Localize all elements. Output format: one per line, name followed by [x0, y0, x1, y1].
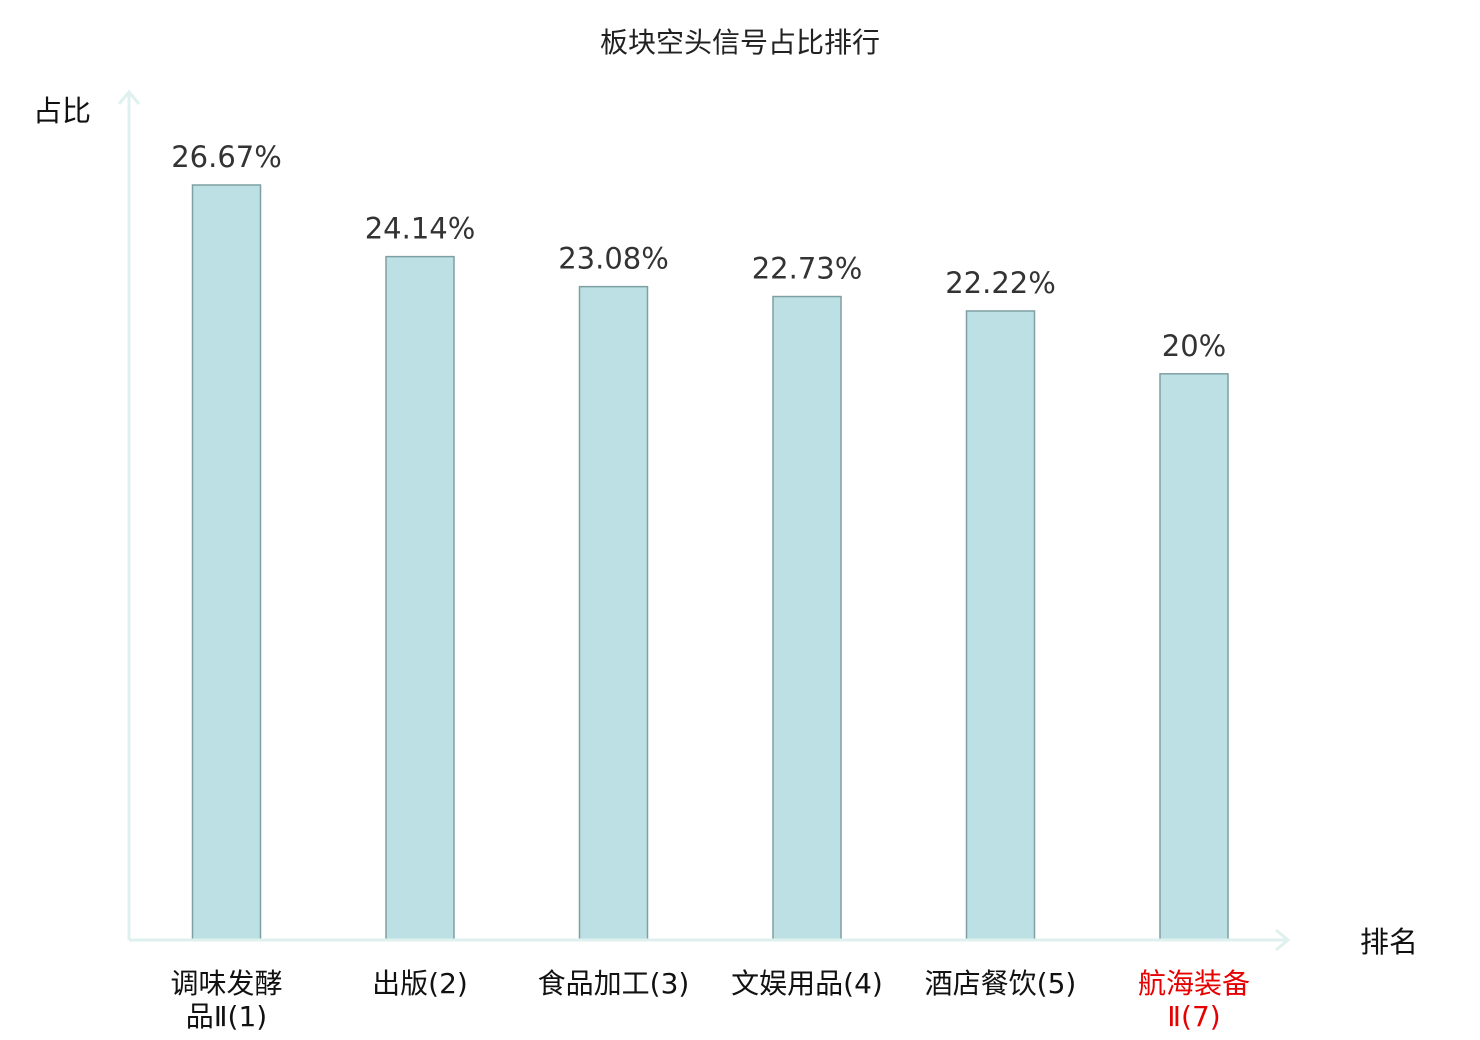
value-label-2: 24.14%	[365, 212, 476, 246]
y-axis-label: 占比	[33, 94, 91, 128]
bar-4	[772, 295, 842, 941]
category-label-1: 调味发酵	[170, 967, 282, 1000]
bar-3	[578, 285, 649, 941]
y-axis	[117, 89, 141, 940]
category-label-2: 出版(2)	[372, 967, 468, 1000]
category-label-6: 航海装备	[1138, 967, 1250, 1000]
category-label-3: 食品加工(3)	[538, 967, 690, 1000]
bar-2	[385, 255, 455, 941]
value-label-1: 26.67%	[171, 140, 282, 174]
chart-title: 板块空头信号占比排行	[600, 26, 880, 59]
category-label-1: 品Ⅱ(1)	[186, 1000, 267, 1033]
value-label-4: 22.73%	[752, 252, 863, 286]
category-label-5: 酒店餐饮(5)	[925, 967, 1077, 1000]
bar-1	[191, 184, 262, 941]
value-label-3: 23.08%	[558, 242, 669, 276]
x-axis	[129, 928, 1291, 952]
value-label-5: 22.22%	[945, 266, 1056, 300]
category-label-6: Ⅱ(7)	[1167, 1000, 1220, 1033]
category-label-4: 文娱用品(4)	[731, 967, 883, 1000]
value-label-6: 20%	[1162, 329, 1226, 363]
bar-6	[1159, 373, 1229, 941]
x-axis-label: 排名	[1360, 925, 1418, 959]
bar-5	[965, 310, 1036, 941]
